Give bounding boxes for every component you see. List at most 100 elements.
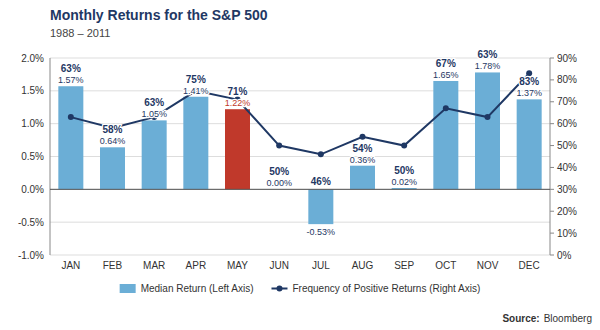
y2-tick-label: 90%: [557, 53, 577, 64]
y2-tick-label: 10%: [557, 228, 577, 239]
title: Monthly Returns for the S&P 500: [50, 7, 268, 23]
bar: [183, 97, 208, 190]
x-tick-label: MAY: [227, 260, 248, 271]
bar: [308, 189, 333, 224]
return-label: 0.36%: [350, 155, 376, 165]
frequency-label: 83%: [519, 76, 539, 87]
legend-marker: [276, 286, 282, 292]
plot-area: [50, 70, 550, 224]
frequency-label: 50%: [394, 165, 414, 176]
y-tick-label: 1.5%: [21, 85, 44, 96]
source-text: Bloomberg: [544, 313, 592, 324]
legend-label: Median Return (Left Axis): [141, 283, 254, 294]
frequency-label: 54%: [352, 143, 372, 154]
return-label: -0.53%: [307, 227, 336, 237]
line-marker: [68, 114, 74, 120]
y2-tick-label: 60%: [557, 118, 577, 129]
y2-tick-label: 80%: [557, 74, 577, 85]
line-marker: [360, 134, 366, 140]
x-tick-label: JUN: [269, 260, 288, 271]
y2-tick-label: 70%: [557, 96, 577, 107]
return-label: 1.22%: [225, 98, 251, 108]
y-tick-label: -1.0%: [18, 250, 44, 261]
bar: [58, 86, 83, 189]
y2-tick: [550, 145, 554, 146]
return-label: 1.65%: [433, 70, 459, 80]
grid: [50, 58, 550, 255]
y2-tick: [550, 101, 554, 102]
x-tick-label: DEC: [519, 260, 540, 271]
frequency-label: 63%: [477, 49, 497, 60]
y2-tick: [550, 123, 554, 124]
bar: [142, 120, 167, 189]
frequency-label: 46%: [311, 176, 331, 187]
return-label: 0.00%: [266, 178, 292, 188]
x-tick-label: OCT: [435, 260, 456, 271]
y2-tick: [550, 189, 554, 190]
frequency-label: 58%: [102, 124, 122, 135]
grid-line: [50, 255, 550, 256]
bar: [100, 147, 125, 189]
bar: [475, 72, 500, 189]
y2-tick-label: 40%: [557, 162, 577, 173]
source-text: Source:: [502, 313, 539, 324]
return-label: 0.64%: [100, 136, 126, 146]
y2-axis-line: [550, 58, 551, 255]
bar: [350, 166, 375, 190]
legend-label: Frequency of Positive Returns (Right Axi…: [292, 283, 480, 294]
grid-line: [50, 58, 550, 59]
line: [71, 73, 529, 154]
frequency-label: 71%: [227, 86, 247, 97]
y2-tick: [550, 211, 554, 212]
return-label: 1.41%: [183, 86, 209, 96]
chart: Monthly Returns for the S&P 500 1988 – 20…: [0, 0, 600, 330]
data-labels: 1.57%63%0.64%58%1.05%63%1.41%75%1.22%71%…: [58, 49, 542, 237]
y2-tick: [550, 79, 554, 80]
return-label: 1.78%: [475, 61, 501, 71]
y2-tick: [550, 58, 554, 59]
return-label: 1.57%: [58, 75, 84, 85]
frequency-label: 63%: [144, 97, 164, 108]
frequency-label: 63%: [61, 63, 81, 74]
y-tick-label: -0.5%: [18, 217, 44, 228]
line-marker: [485, 114, 491, 120]
return-label: 0.02%: [391, 177, 417, 187]
y2-tick: [550, 233, 554, 234]
y-tick-label: 0.0%: [21, 184, 44, 195]
x-tick-label: JUL: [312, 260, 330, 271]
return-label: 1.05%: [141, 109, 167, 119]
subtitle: 1988 – 2011: [50, 27, 110, 39]
y-tick-label: 0.5%: [21, 151, 44, 162]
y2-tick: [550, 255, 554, 256]
y2-tick-label: 20%: [557, 206, 577, 217]
x-tick-label: APR: [186, 260, 207, 271]
x-tick-label: FEB: [103, 260, 123, 271]
y2-tick-label: 50%: [557, 140, 577, 151]
y-tick-label: 2.0%: [21, 53, 44, 64]
grid-line: [50, 222, 550, 223]
y2-tick-label: 30%: [557, 184, 577, 195]
grid-line: [50, 189, 550, 190]
frequency-label: 67%: [436, 58, 456, 69]
y-tick-label: 1.0%: [21, 118, 44, 129]
x-tick-label: SEP: [394, 260, 414, 271]
bar: [225, 109, 250, 189]
y2-tick-label: 0%: [557, 250, 572, 261]
line-marker: [318, 151, 324, 157]
y-axis-line: [50, 58, 51, 255]
bar: [517, 99, 542, 189]
x-tick-label: JAN: [61, 260, 80, 271]
y2-tick: [550, 167, 554, 168]
legend: Median Return (Left Axis) Frequency of Po…: [120, 283, 481, 294]
frequency-label: 75%: [186, 74, 206, 85]
zero-line: [50, 189, 550, 190]
frequency-label: 50%: [269, 166, 289, 177]
x-tick-label: AUG: [352, 260, 374, 271]
legend-swatch: [120, 284, 136, 293]
return-label: 1.37%: [516, 88, 542, 98]
line-marker: [401, 143, 407, 149]
x-tick-label: NOV: [477, 260, 499, 271]
line-marker: [443, 105, 449, 111]
source: Source: Bloomberg: [502, 313, 592, 324]
line-marker: [276, 143, 282, 149]
